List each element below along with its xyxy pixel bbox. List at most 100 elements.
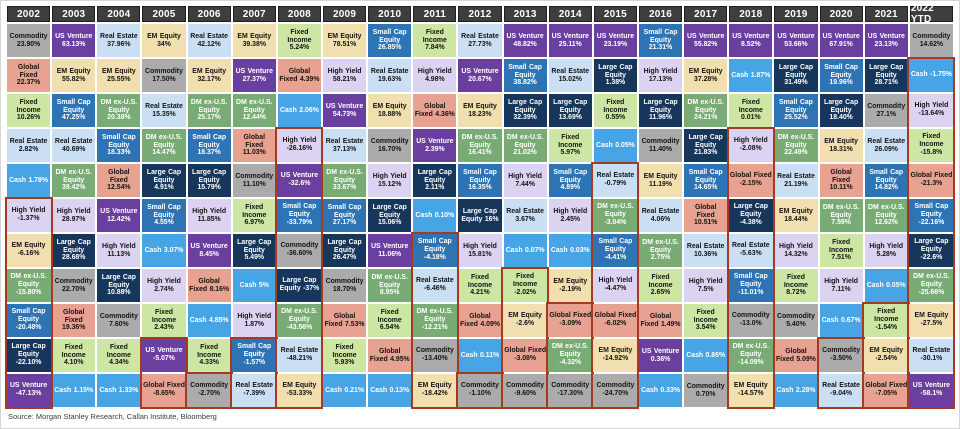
- asset-return-value: 3.07%: [163, 246, 184, 254]
- asset-cell-text: US Venture 20.67%: [459, 68, 500, 83]
- asset-cell-text: Global Fixed 22.37%: [8, 64, 49, 87]
- asset-cell-text: Cash 0.67%: [822, 317, 861, 325]
- asset-name: Real Estate: [370, 67, 409, 75]
- year-header: 2005: [142, 6, 186, 22]
- asset-return-value: 1.49%: [660, 320, 681, 328]
- asset-cell: Cash 0.33%: [638, 374, 683, 407]
- asset-cell: High Yield -2.08%: [728, 128, 773, 162]
- asset-cell: Small Cap Equity 21.31%: [638, 24, 683, 57]
- asset-name: Cash: [415, 211, 433, 219]
- asset-name: Commodity: [777, 312, 815, 320]
- asset-cell: Global Fixed 11.03%: [232, 129, 276, 162]
- asset-cell: Small Cap Equity -4.41%: [593, 233, 638, 267]
- asset-name: Fixed Income: [874, 308, 899, 324]
- asset-cell: Commodity 22.70%: [52, 269, 96, 302]
- asset-cell-text: Fixed Income 6.97%: [234, 204, 275, 227]
- asset-cell: High Yield -26.16%: [277, 128, 322, 162]
- asset-return-value: 10.11%: [829, 184, 853, 192]
- asset-return-value: 10.51%: [693, 219, 718, 227]
- asset-name: High Yield: [553, 207, 588, 215]
- asset-return-value: 2.75%: [650, 254, 671, 262]
- asset-cell: DM ex-U.S. Equity -4.32%: [548, 338, 593, 372]
- asset-return-value: -1.75%: [930, 71, 952, 79]
- asset-name: Small Cap Equity: [463, 168, 497, 184]
- asset-cell: Cash 0.10%: [413, 199, 457, 232]
- asset-cell: Global Fixed 10.11%: [819, 164, 863, 197]
- asset-cell-text: Small Cap Equity -11.01%: [730, 273, 772, 296]
- asset-cell-text: Real Estate 37.13%: [324, 138, 365, 153]
- asset-cell-text: Fixed Income 5.24%: [279, 29, 320, 52]
- asset-name: US Venture: [867, 32, 905, 40]
- asset-name: Global Fixed: [279, 67, 311, 83]
- asset-cell: Large Cap Equity 10.88%: [97, 269, 141, 302]
- asset-name: Commodity: [551, 382, 590, 390]
- asset-cell-text: US Venture 8.45%: [189, 243, 230, 258]
- asset-cell: EM Equity -6.16%: [6, 233, 51, 267]
- asset-return-value: 20.38%: [107, 114, 131, 122]
- asset-return-value: 21.19%: [784, 180, 808, 188]
- asset-name: Large Cap Equity: [914, 238, 949, 254]
- asset-cell-text: Commodity -9.60%: [504, 382, 546, 397]
- asset-return-value: 0.01%: [741, 114, 761, 122]
- asset-cell-text: High Yield 1.87%: [234, 313, 275, 328]
- asset-cell-text: Commodity 5.40%: [775, 313, 816, 328]
- asset-cell-text: Large Cap Equity -22.10%: [8, 343, 50, 366]
- asset-name: DM ex-U.S. Equity: [326, 168, 363, 184]
- asset-name: Global Fixed: [830, 168, 852, 184]
- asset-cell: Commodity -13.40%: [412, 338, 457, 372]
- asset-return-value: 0.67%: [840, 316, 861, 324]
- asset-cell-text: EM Equity -18.42%: [414, 382, 456, 397]
- negative-returns-highlight-box: Commodity -2.70%: [185, 371, 234, 409]
- asset-cell-text: Cash 0.13%: [370, 387, 409, 395]
- year-header: 2006: [187, 6, 231, 22]
- asset-cell: Cash 0.05%: [593, 129, 637, 162]
- year-column-2006: 2006 Real Estate 42.12% EM Equity 32.17% DM…: [185, 6, 234, 409]
- asset-name: Commodity: [99, 312, 138, 320]
- asset-cell: US Venture 27.37%: [232, 59, 276, 92]
- asset-cell-text: US Venture 23.13%: [866, 33, 907, 48]
- asset-cell: Real Estate -5.63%: [728, 233, 773, 267]
- negative-returns-highlight-box: High Yield -26.16% US Venture -32.6% Small…: [275, 126, 324, 409]
- asset-cell-text: Cash 0.86%: [686, 352, 725, 360]
- asset-cell: Cash 2.06%: [277, 94, 321, 127]
- asset-name: Cash: [144, 246, 162, 254]
- asset-return-value: -5.63%: [739, 250, 762, 257]
- asset-cell-text: Small Cap Equity 4.89%: [550, 169, 591, 192]
- asset-cell-text: Real Estate -9.04%: [820, 382, 862, 397]
- asset-cell-text: High Yield 5.28%: [866, 243, 907, 258]
- asset-name: High Yield: [643, 67, 678, 75]
- asset-cell-text: Commodity 0.70%: [685, 383, 726, 398]
- asset-return-value: -3.09%: [559, 320, 582, 327]
- asset-return-value: -9.04%: [830, 390, 853, 397]
- asset-cell-text: Real Estate 2.82%: [8, 138, 49, 153]
- asset-return-value: 4.89%: [560, 184, 581, 192]
- asset-cell: Large Cap Equity 5.49%: [232, 234, 276, 267]
- asset-name: Real Estate: [461, 32, 499, 40]
- asset-name: Small Cap Equity: [914, 203, 949, 219]
- asset-return-value: 16%: [484, 215, 499, 223]
- asset-cell: Large Cap Equity 15.79%: [187, 164, 231, 197]
- asset-cell: EM Equity -14.57%: [728, 373, 773, 407]
- asset-cell: Global Fixed -6.02%: [593, 303, 638, 337]
- asset-name: Real Estate: [506, 207, 544, 215]
- asset-return-value: -3.08%: [514, 355, 537, 362]
- asset-cell: Commodity 5.40%: [774, 304, 818, 337]
- asset-return-value: 12.62%: [874, 219, 898, 227]
- asset-cell-text: High Yield 15.81%: [459, 243, 500, 258]
- asset-name: Global Fixed: [17, 63, 40, 79]
- asset-cell-text: Real Estate 21.19%: [775, 173, 816, 188]
- asset-cell-text: DM ex-U.S. Equity -4.32%: [549, 343, 591, 366]
- asset-name: Global Fixed: [189, 277, 220, 293]
- asset-cell-text: US Venture 53.66%: [775, 33, 816, 48]
- year-column-2022-ytd: 2022 YTD Commodity 14.62% Cash -1.75% High …: [907, 3, 956, 409]
- asset-cell-text: Small Cap Equity -4.18%: [414, 238, 456, 261]
- year-header: 2016: [638, 6, 683, 22]
- asset-name: Fixed Income: [513, 273, 538, 289]
- asset-name: Small Cap Equity: [779, 98, 813, 114]
- asset-return-value: 48.82%: [513, 40, 537, 48]
- asset-cell-text: Fixed Income 0.55%: [595, 99, 636, 122]
- asset-return-value: -2.54%: [875, 355, 898, 362]
- asset-name: Cash: [550, 246, 568, 254]
- asset-name: US Venture: [506, 32, 544, 40]
- asset-cell: DM ex-U.S. Equity 12.44%: [232, 94, 276, 127]
